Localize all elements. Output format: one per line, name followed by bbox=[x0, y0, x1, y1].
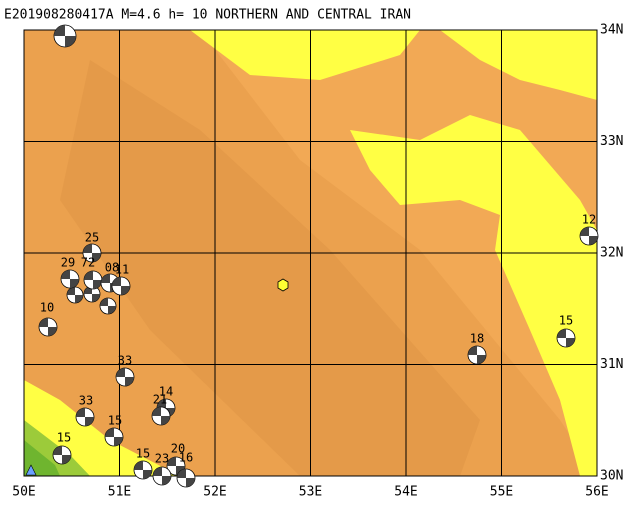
x-axis-label: 51E bbox=[108, 485, 131, 500]
depth-label: 12 bbox=[582, 213, 596, 227]
depth-label: 33 bbox=[118, 354, 132, 368]
beachball-quadrant bbox=[84, 271, 102, 289]
y-axis-label: 30N bbox=[600, 469, 623, 484]
graticule bbox=[23, 29, 598, 477]
y-axis-label: 34N bbox=[600, 23, 623, 38]
beachball-quadrant bbox=[153, 467, 171, 485]
beachball-quadrant bbox=[105, 428, 123, 446]
x-axis-label: 55E bbox=[490, 485, 513, 500]
depth-label: 29 bbox=[61, 256, 75, 270]
beachball-quadrant bbox=[54, 25, 76, 47]
beachball-quadrant bbox=[84, 286, 100, 302]
depth-label: 25 bbox=[85, 231, 99, 245]
depth-label: 18 bbox=[470, 332, 484, 346]
beachball-quadrant bbox=[157, 399, 175, 417]
beachball-quadrant bbox=[112, 277, 130, 295]
beachball-quadrant bbox=[580, 227, 598, 245]
beachball-quadrant bbox=[61, 270, 79, 288]
depth-label: 15 bbox=[57, 431, 71, 445]
map-title: E201908280417A M=4.6 h= 10 NORTHERN AND … bbox=[4, 8, 411, 23]
beachball-quadrant bbox=[177, 469, 195, 487]
x-axis-label: 56E bbox=[585, 485, 608, 500]
x-axis-label: 53E bbox=[299, 485, 322, 500]
beachball-quadrant bbox=[468, 346, 486, 364]
depth-label: 21 bbox=[153, 393, 167, 407]
beachball-quadrant bbox=[134, 461, 152, 479]
x-axis-label: 50E bbox=[12, 485, 35, 500]
y-axis-label: 32N bbox=[600, 246, 623, 261]
beachball-quadrant bbox=[152, 407, 170, 425]
depth-label: 14 bbox=[159, 385, 173, 399]
x-axis-label: 54E bbox=[394, 485, 417, 500]
beachball-quadrant bbox=[67, 287, 83, 303]
depth-label: 10 bbox=[40, 301, 54, 315]
depth-label: 33 bbox=[79, 394, 93, 408]
depth-label: 16 bbox=[179, 451, 193, 465]
triangle-marker bbox=[25, 464, 37, 476]
beachball-quadrant bbox=[100, 298, 116, 314]
x-axis-label: 52E bbox=[203, 485, 226, 500]
y-axis-label: 33N bbox=[600, 134, 623, 149]
depth-label: 08 bbox=[105, 261, 119, 275]
depth-label: 15 bbox=[108, 414, 122, 428]
epicenter bbox=[277, 278, 289, 292]
depth-label: 20 bbox=[171, 442, 185, 456]
depth-label: 15 bbox=[559, 314, 573, 328]
beachball-quadrant bbox=[53, 446, 71, 464]
beachball-quadrant bbox=[116, 368, 134, 386]
depth-label: 23 bbox=[155, 452, 169, 466]
depth-label: 72 bbox=[81, 256, 95, 270]
beachball-quadrant bbox=[76, 408, 94, 426]
depth-label: 11 bbox=[115, 263, 129, 277]
depth-label: 15 bbox=[136, 447, 150, 461]
y-axis-label: 31N bbox=[600, 357, 623, 372]
beachball-quadrant bbox=[83, 244, 101, 262]
beachball-quadrant bbox=[39, 318, 57, 336]
beachball-quadrant bbox=[557, 329, 575, 347]
